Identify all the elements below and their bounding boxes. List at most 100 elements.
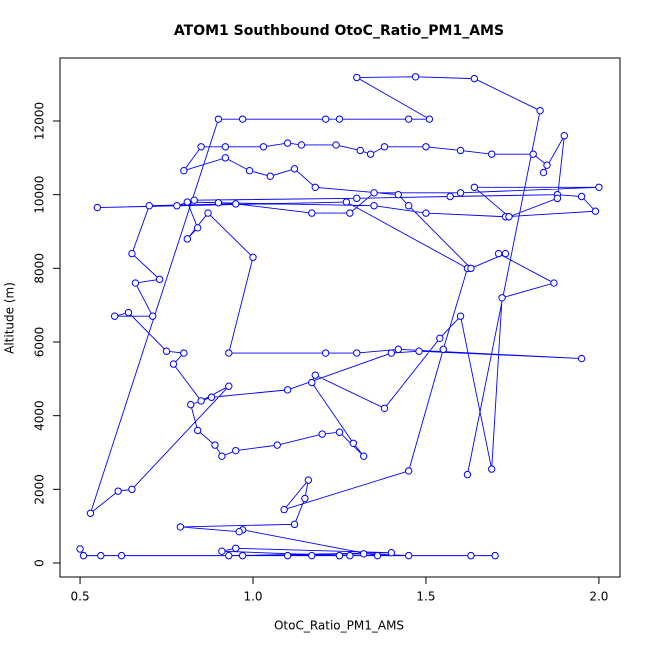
data-point xyxy=(467,264,475,273)
data-point xyxy=(353,73,361,82)
data-point xyxy=(543,161,551,169)
data-point xyxy=(501,249,510,258)
data-point xyxy=(211,441,219,449)
data-point xyxy=(225,349,233,357)
data-point xyxy=(308,378,316,387)
data-point xyxy=(197,397,205,405)
chart-title: ATOM1 Southbound OtoC_Ratio_PM1_AMS xyxy=(174,23,504,39)
data-point xyxy=(487,465,496,473)
data-point xyxy=(470,74,479,83)
data-point xyxy=(86,509,95,517)
data-point xyxy=(577,354,586,363)
data-point xyxy=(318,430,326,438)
data-point xyxy=(359,452,368,460)
data-point xyxy=(232,200,240,208)
data-point xyxy=(131,279,140,287)
x-axis-label: OtoC_Ratio_PM1_AMS xyxy=(274,619,404,633)
data-point xyxy=(117,551,126,560)
data-point xyxy=(332,141,340,149)
data-point xyxy=(232,544,240,552)
data-point xyxy=(595,183,603,191)
data-point xyxy=(353,194,361,203)
data-point xyxy=(207,393,216,401)
data-point xyxy=(370,189,378,197)
data-point xyxy=(404,467,413,475)
data-point xyxy=(487,150,496,158)
data-point xyxy=(76,545,84,553)
data-point xyxy=(380,143,389,151)
data-point xyxy=(321,115,330,123)
x-tick-label: 1.0 xyxy=(243,590,262,604)
data-point xyxy=(422,143,430,151)
data-point xyxy=(290,165,299,173)
data-point xyxy=(335,551,344,560)
data-point xyxy=(346,209,354,217)
data-point xyxy=(591,207,600,215)
data-point xyxy=(218,547,226,555)
data-point xyxy=(301,494,309,503)
data-point xyxy=(394,190,402,199)
data-point xyxy=(470,183,479,191)
data-point xyxy=(370,202,378,210)
data-point xyxy=(225,382,233,390)
y-tick-label: 10000 xyxy=(33,176,47,214)
data-point xyxy=(446,192,454,201)
data-point xyxy=(169,360,178,368)
data-point xyxy=(463,470,472,479)
data-point xyxy=(321,349,330,357)
data-point xyxy=(162,347,171,355)
data-point xyxy=(259,143,268,151)
data-point xyxy=(214,115,223,123)
data-point xyxy=(553,194,562,203)
data-point xyxy=(283,551,292,560)
data-point xyxy=(183,235,191,243)
data-point xyxy=(221,154,230,162)
data-point xyxy=(404,115,413,123)
data-point xyxy=(290,520,299,529)
data-point xyxy=(197,143,205,151)
data-point xyxy=(266,172,275,180)
data-point xyxy=(128,485,136,494)
data-point xyxy=(387,349,396,357)
data-point xyxy=(283,386,292,394)
data-point xyxy=(415,347,423,355)
data-point xyxy=(218,452,226,460)
x-tick-label: 2.0 xyxy=(589,590,608,604)
data-point xyxy=(124,308,133,317)
y-tick-label: 8000 xyxy=(33,253,47,284)
data-point xyxy=(366,150,375,158)
data-point xyxy=(148,312,157,320)
data-point xyxy=(456,312,465,320)
data-point xyxy=(180,349,188,357)
data-point xyxy=(529,150,537,158)
data-point xyxy=(114,487,122,495)
data-point xyxy=(245,167,254,175)
data-point xyxy=(422,209,430,217)
data-point xyxy=(498,294,506,302)
data-point xyxy=(456,146,465,155)
data-point xyxy=(308,209,316,217)
data-point xyxy=(214,199,223,207)
data-point xyxy=(273,441,281,449)
data-point xyxy=(342,198,351,206)
data-point xyxy=(180,167,188,175)
data-point xyxy=(356,146,364,155)
x-tick-label: 1.5 xyxy=(416,590,435,604)
x-tick-label: 0.5 xyxy=(71,590,90,604)
data-point xyxy=(145,202,153,210)
y-tick-label: 0 xyxy=(33,559,47,567)
data-point xyxy=(190,196,198,204)
data-point xyxy=(404,551,413,560)
data-point xyxy=(404,202,413,210)
data-point xyxy=(93,203,102,212)
data-point xyxy=(238,115,247,123)
data-point xyxy=(232,446,240,455)
data-point xyxy=(128,249,136,258)
data-point xyxy=(280,505,288,514)
data-point xyxy=(297,141,306,149)
y-tick-label: 6000 xyxy=(33,327,47,358)
data-point xyxy=(304,476,313,484)
data-point xyxy=(346,551,354,560)
